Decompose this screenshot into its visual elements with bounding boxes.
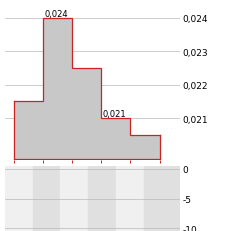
Bar <box>60 166 88 231</box>
Text: 0,021: 0,021 <box>103 110 126 119</box>
Bar <box>116 166 144 231</box>
Bar <box>88 166 116 231</box>
Bar <box>144 166 171 231</box>
Bar <box>5 166 33 231</box>
Bar <box>33 166 60 231</box>
Text: 0,024: 0,024 <box>44 9 68 18</box>
